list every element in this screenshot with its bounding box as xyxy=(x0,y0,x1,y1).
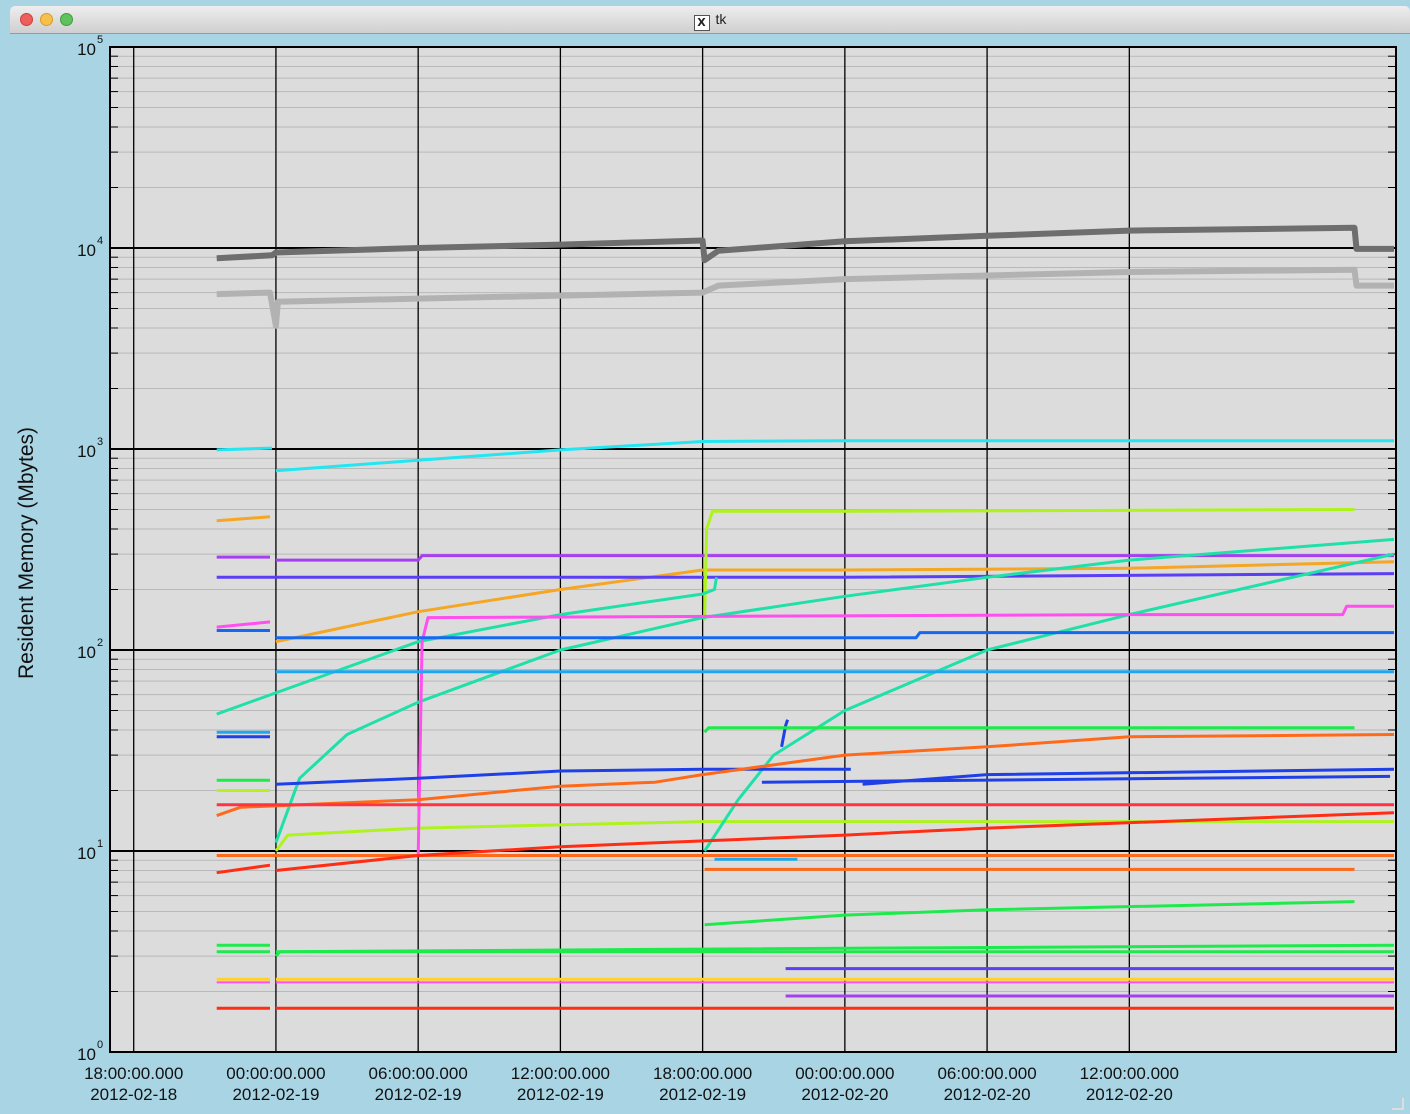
resize-grip[interactable] xyxy=(1392,1098,1404,1110)
series-line xyxy=(216,224,1394,264)
y-tick-exponent: 2 xyxy=(97,637,103,649)
x-tick-date-label: 2012-02-19 xyxy=(659,1085,746,1104)
x-tick-time-label: 18:00:00.000 xyxy=(84,1064,183,1083)
series-line xyxy=(275,604,1394,857)
close-window-button[interactable] xyxy=(20,13,33,26)
y-tick-label: 10 xyxy=(77,40,96,59)
x11-app-icon: X xyxy=(693,15,710,31)
x-tick-time-label: 06:00:00.000 xyxy=(369,1064,468,1083)
series-line xyxy=(703,726,1355,734)
plot-frame xyxy=(109,46,1397,1053)
series-line xyxy=(275,811,1395,872)
x-tick-time-label: 12:00:00.000 xyxy=(1080,1064,1179,1083)
series-line xyxy=(216,446,273,452)
x-tick-time-label: 00:00:00.000 xyxy=(226,1064,325,1083)
window-title-text: tk xyxy=(715,11,727,27)
series-line xyxy=(216,266,1394,329)
y-tick-exponent: 5 xyxy=(97,34,103,46)
series-line xyxy=(216,863,271,875)
zoom-window-button[interactable] xyxy=(60,13,73,26)
y-axis-label: Resident Memory (Mbytes) xyxy=(15,426,38,680)
x-tick-date-label: 2012-02-19 xyxy=(375,1085,462,1104)
series-line xyxy=(704,900,1355,927)
series-line xyxy=(275,439,1394,473)
y-tick-exponent: 0 xyxy=(97,1039,103,1051)
y-tick-exponent: 4 xyxy=(97,235,103,247)
series-line xyxy=(703,508,1355,621)
series-line xyxy=(216,515,271,523)
x-tick-date-label: 2012-02-20 xyxy=(944,1085,1031,1104)
series-line xyxy=(274,820,1394,852)
x-tick-date-label: 2012-02-19 xyxy=(517,1085,604,1104)
y-tick-label: 10 xyxy=(77,1045,96,1064)
series-line xyxy=(216,620,271,629)
x-tick-date-label: 2012-02-20 xyxy=(1086,1085,1173,1104)
x-tick-time-label: 12:00:00.000 xyxy=(511,1064,610,1083)
x-tick-time-label: 06:00:00.000 xyxy=(937,1064,1036,1083)
series-line xyxy=(274,537,1395,844)
series-line xyxy=(275,560,1395,644)
y-tick-label: 10 xyxy=(77,241,96,260)
y-tick-label: 10 xyxy=(77,643,96,662)
series-line xyxy=(780,719,790,748)
series-line xyxy=(275,631,1394,640)
y-tick-label: 10 xyxy=(77,442,96,461)
x-tick-time-label: 18:00:00.000 xyxy=(653,1064,752,1083)
y-tick-label: 10 xyxy=(77,844,96,863)
plot-area xyxy=(110,47,1396,1052)
series-line xyxy=(216,577,718,716)
x-tick-date-label: 2012-02-19 xyxy=(232,1085,319,1104)
x-tick-date-label: 2012-02-20 xyxy=(801,1085,888,1104)
series-line xyxy=(275,554,1394,562)
series-line xyxy=(761,774,1391,784)
series-line xyxy=(216,572,1395,579)
y-tick-exponent: 3 xyxy=(97,436,103,448)
x-tick-date-label: 2012-02-18 xyxy=(90,1085,177,1104)
x-tick-time-label: 00:00:00.000 xyxy=(795,1064,894,1083)
y-tick-exponent: 1 xyxy=(97,838,103,850)
minimize-window-button[interactable] xyxy=(40,13,53,26)
